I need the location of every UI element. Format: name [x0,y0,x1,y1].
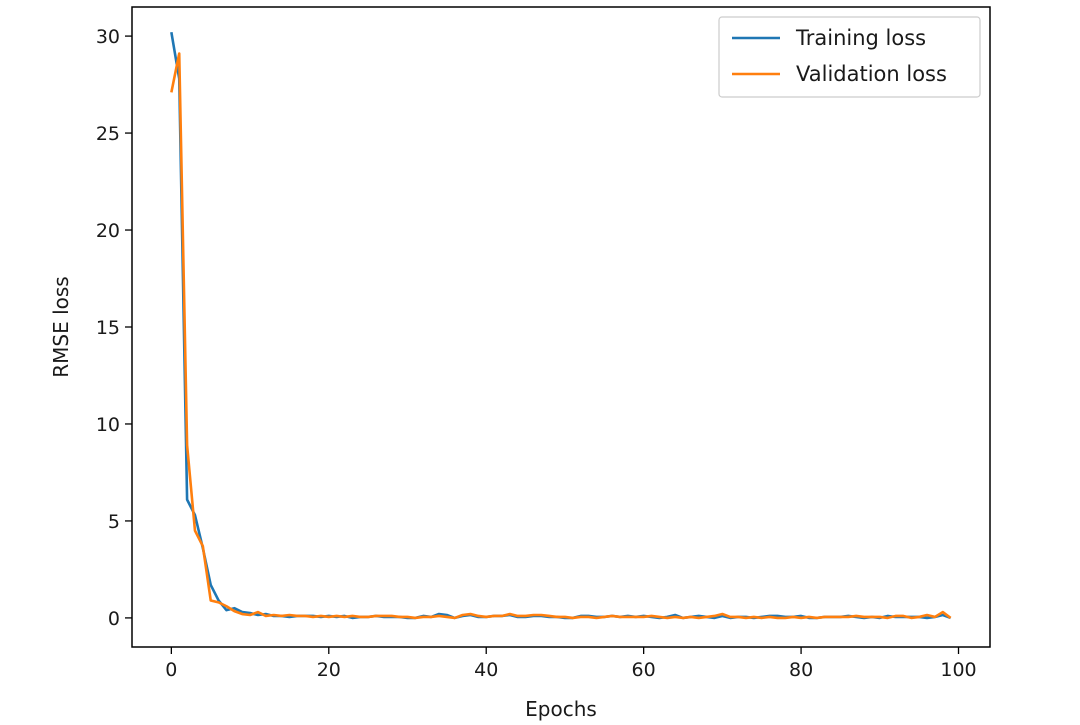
y-tick-label: 20 [96,220,120,242]
y-axis-label: RMSE loss [49,276,73,377]
x-tick-label: 40 [474,659,498,681]
x-tick-label: 80 [789,659,813,681]
y-tick-label: 25 [96,123,120,145]
y-tick-label: 15 [96,317,120,339]
x-tick-label: 0 [165,659,177,681]
plot-lines [170,31,952,620]
legend-frame [718,16,981,98]
x-tick-label: 100 [940,659,976,681]
series-line-training-loss [170,31,952,620]
y-tick-label: 0 [108,608,120,630]
y-axis-ticks: 0 5 10 15 20 25 30 [96,26,132,630]
x-tick-label: 20 [317,659,341,681]
y-tick-label: 10 [96,414,120,436]
x-tick-label: 60 [632,659,656,681]
axes-frame [131,6,991,648]
legend-label-validation: Validation loss [796,62,947,86]
y-tick-label: 5 [108,511,120,533]
series-line-validation-loss [170,52,952,620]
x-axis-label: Epochs [525,697,597,721]
x-axis-ticks: 0 20 40 60 80 100 [165,647,977,681]
legend-label-training: Training loss [795,26,926,50]
legend: Training loss Validation loss [718,16,981,98]
y-tick-label: 30 [96,26,120,48]
